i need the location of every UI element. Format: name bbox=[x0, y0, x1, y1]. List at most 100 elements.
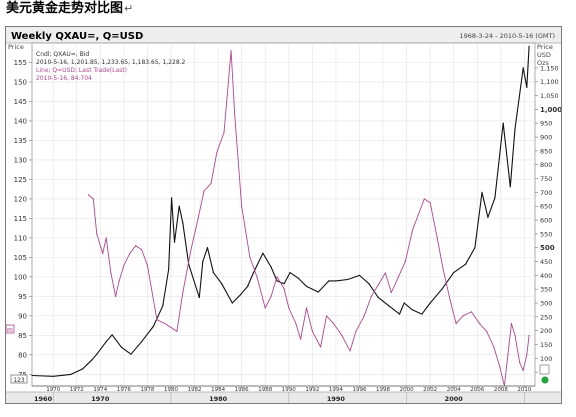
gold-data-point bbox=[526, 86, 528, 88]
gold-data-point bbox=[31, 374, 33, 377]
left-tick-label: 95 bbox=[18, 293, 27, 301]
usd-data-point bbox=[230, 50, 232, 52]
usd-data-point bbox=[295, 323, 297, 325]
usd-data-point bbox=[105, 237, 107, 239]
gold-data-point bbox=[82, 368, 84, 370]
gold-data-point bbox=[377, 296, 379, 299]
gold-data-point bbox=[141, 341, 143, 343]
zoom-control-icon[interactable] bbox=[539, 364, 550, 375]
usd-data-point bbox=[118, 280, 120, 282]
year-tick-label: 1998 bbox=[376, 387, 390, 393]
left-tick-label: 145 bbox=[14, 98, 27, 106]
gold-data-point bbox=[429, 302, 431, 304]
right-tick-label: 800 bbox=[540, 161, 552, 169]
right-tick-label: 600 bbox=[540, 217, 552, 225]
usd-data-point bbox=[256, 276, 258, 278]
usd-data-point bbox=[519, 362, 521, 364]
gold-data-point bbox=[502, 122, 504, 124]
usd-data-point bbox=[429, 202, 431, 204]
gold-data-point bbox=[453, 272, 455, 274]
usd-data-point bbox=[311, 330, 313, 332]
gold-data-point bbox=[262, 252, 264, 254]
right-tick-label: 550 bbox=[540, 230, 552, 238]
right-tick-label: 1,050 bbox=[540, 92, 559, 100]
usd-data-point bbox=[164, 323, 166, 325]
date-range: 1968-3-24 - 2010-5-16 (GMT) bbox=[459, 32, 555, 40]
gold-data-point bbox=[96, 353, 98, 355]
usd-data-point bbox=[92, 198, 94, 200]
gold-data-point bbox=[528, 45, 530, 47]
gold-data-point bbox=[305, 285, 308, 287]
gold-data-point bbox=[276, 280, 278, 282]
usd-data-point bbox=[216, 151, 218, 153]
usd-data-point bbox=[283, 288, 285, 290]
usd-data-point bbox=[528, 334, 530, 336]
legend-gold-label: Cndl; QXAU=, Bid bbox=[36, 51, 89, 58]
gold-data-point bbox=[52, 375, 54, 377]
usd-data-point bbox=[190, 249, 192, 251]
gold-data-point bbox=[171, 197, 173, 199]
right-tick-label: 350 bbox=[540, 286, 552, 294]
gold-data-point bbox=[178, 205, 180, 207]
usd-data-point bbox=[176, 330, 178, 332]
usd-data-point bbox=[110, 272, 112, 274]
gold-data-point bbox=[368, 283, 370, 285]
right-axis-label: Price bbox=[537, 43, 553, 51]
usd-data-point bbox=[522, 369, 524, 371]
gold-data-point bbox=[239, 294, 242, 296]
right-tick-label: 850 bbox=[540, 147, 552, 155]
usd-data-point bbox=[264, 307, 266, 309]
gold-data-point bbox=[247, 285, 249, 287]
chart-title-bar bbox=[6, 27, 561, 43]
year-tick-label: 2000 bbox=[400, 387, 414, 393]
usd-data-point bbox=[423, 198, 425, 200]
legend-usd-label: Line; Q=USD; Last Trade(Last) bbox=[36, 67, 127, 74]
usd-data-point bbox=[411, 229, 414, 231]
year-tick-label: 1994 bbox=[329, 387, 343, 393]
gold-data-point bbox=[252, 272, 255, 274]
legend-usd-last: 2010-5-16, 84.704 bbox=[36, 75, 92, 82]
year-tick-label: 2008 bbox=[494, 387, 508, 393]
gold-data-point bbox=[403, 302, 405, 304]
usd-data-point bbox=[404, 260, 406, 262]
right-tick-label: 100 bbox=[540, 355, 552, 363]
left-tick-label: 110 bbox=[14, 234, 27, 242]
gold-data-point bbox=[514, 128, 516, 130]
right-tick-label: 1,150 bbox=[540, 64, 559, 72]
year-tick-label: 1992 bbox=[305, 387, 319, 393]
year-tick-label: 1980 bbox=[164, 387, 178, 393]
right-tick-label: 150 bbox=[540, 341, 552, 349]
year-tick-label: 2004 bbox=[447, 387, 461, 393]
gold-data-point bbox=[202, 260, 204, 263]
year-tick-label: 1974 bbox=[93, 387, 107, 393]
gold-data-point bbox=[212, 272, 214, 274]
left-tick-label: 135 bbox=[14, 137, 27, 145]
usd-data-point bbox=[363, 315, 365, 317]
left-axis-ticks: 155 150 145 140 135 130 125 120 115 110 105 100 95 90… bbox=[14, 59, 32, 379]
year-tick-label: 1986 bbox=[235, 387, 249, 393]
gold-data-point bbox=[411, 309, 414, 311]
right-tick-label: 750 bbox=[540, 175, 552, 183]
gold-data-point bbox=[130, 353, 132, 355]
right-tick-label: 950 bbox=[540, 120, 552, 128]
gold-data-point bbox=[70, 373, 72, 375]
gold-data-point bbox=[487, 216, 489, 218]
usd-data-point bbox=[320, 346, 322, 348]
gold-data-point bbox=[91, 359, 93, 361]
usd-data-point bbox=[234, 112, 236, 114]
usd-data-point bbox=[141, 249, 143, 251]
year-tick-label: 1982 bbox=[188, 387, 202, 393]
legend-gold-ohlc: 2010-5-16, 1,201.85, 1,233.65, 1,183.65,… bbox=[36, 59, 186, 66]
series-layer bbox=[31, 45, 530, 387]
usd-data-point bbox=[223, 132, 225, 134]
right-tick-label: 450 bbox=[540, 258, 552, 266]
gold-data-point bbox=[105, 341, 107, 343]
usd-data-point bbox=[305, 307, 308, 309]
left-axis-label: Price bbox=[8, 43, 24, 51]
usd-data-point bbox=[390, 291, 392, 294]
year-tick-label: 2006 bbox=[470, 387, 484, 393]
usd-data-point bbox=[493, 346, 495, 348]
year-tick-label: 1970 bbox=[46, 387, 60, 393]
gold-data-point bbox=[162, 305, 164, 307]
decade-label: 1970 bbox=[91, 395, 110, 403]
